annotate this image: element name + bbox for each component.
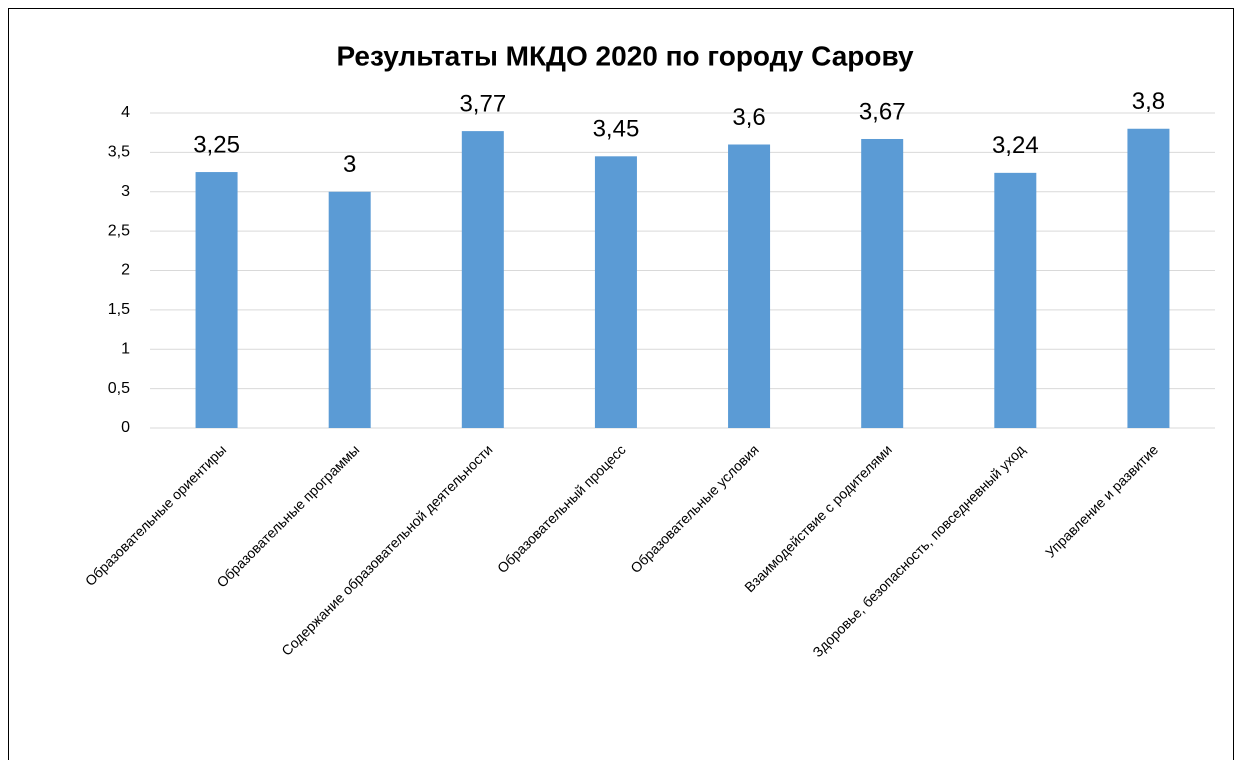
bar bbox=[994, 172, 1037, 428]
bar bbox=[461, 131, 504, 429]
bar bbox=[1127, 128, 1170, 428]
y-tick-label: 0 bbox=[121, 419, 130, 436]
value-label: 3,6 bbox=[732, 104, 765, 131]
y-tick-label: 0,5 bbox=[108, 380, 130, 397]
value-label: 3,25 bbox=[193, 131, 240, 158]
chart-title: Результаты МКДО 2020 по городу Сарову bbox=[336, 40, 914, 71]
bar bbox=[728, 144, 771, 428]
value-label: 3,67 bbox=[859, 98, 906, 125]
bar bbox=[594, 156, 637, 428]
value-label: 3 bbox=[343, 151, 356, 178]
bar bbox=[328, 191, 371, 428]
value-label: 3,8 bbox=[1132, 88, 1165, 115]
y-tick-label: 3,5 bbox=[108, 144, 130, 161]
value-label: 3,24 bbox=[992, 132, 1039, 159]
y-tick-label: 1,5 bbox=[108, 301, 130, 318]
y-tick-label: 4 bbox=[121, 104, 130, 121]
y-tick-label: 3 bbox=[121, 183, 130, 200]
value-label: 3,77 bbox=[459, 90, 506, 117]
y-tick-label: 2 bbox=[121, 262, 130, 279]
bar bbox=[861, 138, 904, 429]
y-tick-label: 1 bbox=[121, 340, 130, 357]
value-label: 3,45 bbox=[593, 116, 640, 143]
y-tick-label: 2,5 bbox=[108, 222, 130, 239]
bar bbox=[195, 172, 238, 428]
